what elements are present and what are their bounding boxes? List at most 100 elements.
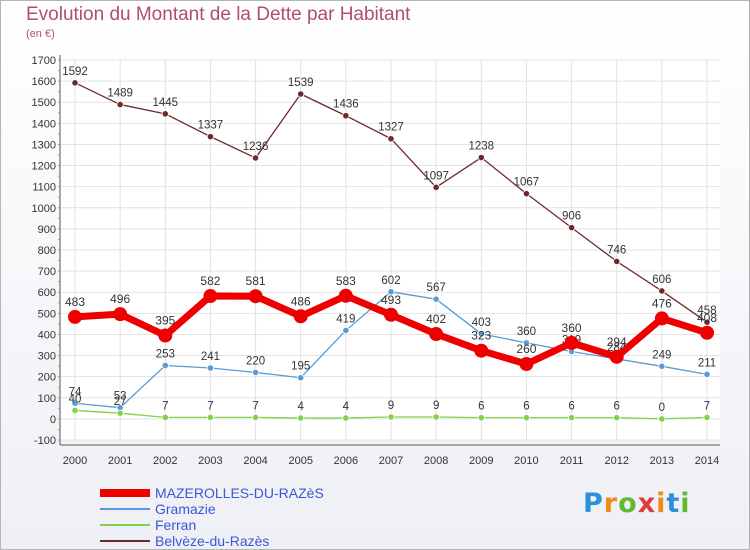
y-tick-label: 900 [38, 224, 56, 236]
data-label: 402 [426, 312, 446, 326]
data-label: 581 [246, 274, 266, 288]
data-label: 211 [698, 357, 716, 369]
data-point [342, 414, 350, 422]
data-point [613, 414, 621, 422]
data-label: 395 [155, 314, 175, 328]
data-point [432, 183, 440, 191]
data-label: 1236 [243, 141, 269, 153]
data-label: 323 [471, 329, 491, 343]
data-label: 6 [568, 401, 574, 413]
data-point [522, 190, 531, 198]
data-label: 27 [114, 396, 127, 408]
data-point [613, 257, 621, 265]
data-label: 1067 [514, 177, 540, 189]
legend-label: Gramazie [155, 501, 216, 517]
data-label: 260 [516, 342, 536, 356]
data-label: 1238 [468, 141, 494, 153]
x-tick-label: 2007 [379, 455, 403, 467]
x-tick-label: 2004 [243, 455, 267, 467]
series-0: 483 496 395 582 581 486 583 493 402 323 260 360 294 4… [65, 274, 717, 371]
series-2: 40 27 7 7 7 4 4 9 9 6 6 6 6 0 7 [69, 393, 711, 423]
data-label: 746 [607, 244, 626, 256]
legend-label: Ferran [155, 517, 197, 533]
data-label: 1445 [152, 97, 178, 109]
data-point [161, 413, 169, 422]
chart-title: Evolution du Montant de la Dette par Hab… [26, 4, 411, 25]
data-point [387, 413, 395, 421]
x-tick-label: 2001 [108, 455, 132, 467]
data-point [297, 414, 305, 422]
data-point [342, 112, 350, 120]
x-tick-label: 2000 [63, 455, 87, 467]
y-tick-label: 1700 [32, 55, 56, 67]
data-point [293, 309, 308, 324]
data-point [387, 288, 395, 296]
x-tick-label: 2012 [604, 455, 628, 467]
data-point [432, 413, 440, 421]
data-point [567, 414, 576, 422]
data-label: 606 [652, 274, 671, 286]
data-label: 253 [156, 348, 175, 360]
data-label: 583 [336, 274, 356, 288]
data-point [342, 326, 350, 335]
data-label: 360 [517, 326, 536, 338]
y-tick-label: 200 [38, 372, 56, 384]
x-tick-label: 2002 [153, 455, 177, 467]
y-tick-label: 400 [38, 329, 56, 341]
y-tick-label: 1400 [32, 118, 56, 130]
data-label: 567 [427, 282, 446, 294]
x-tick-label: 2014 [695, 455, 719, 467]
legend-label: MAZEROLLES-DU-RAZèS [155, 485, 324, 501]
y-tick-label: 800 [38, 245, 56, 257]
legend-label: Belvèze-du-Razès [155, 533, 270, 549]
data-point [161, 110, 169, 118]
data-label: 241 [201, 351, 220, 363]
x-tick-label: 2010 [514, 455, 538, 467]
data-label: 486 [291, 294, 311, 308]
data-label: 1327 [378, 122, 404, 134]
data-point [700, 325, 714, 340]
data-label: 6 [614, 401, 620, 413]
y-tick-label: 1000 [32, 203, 56, 215]
x-tick-label: 2013 [650, 455, 674, 467]
data-point [522, 414, 531, 422]
data-label: 906 [562, 211, 581, 223]
data-label: 360 [562, 321, 582, 335]
data-point [206, 133, 215, 141]
data-point [477, 153, 485, 162]
series-3: 1592 1489 1445 1337 1236 1539 1436 1327 1097 1238… [62, 66, 717, 326]
data-point [68, 309, 82, 324]
series-1: 7453253241220195419602567403360319284249… [69, 275, 716, 412]
data-label: 7 [704, 400, 710, 412]
chart-subtitle: (en €) [26, 28, 55, 40]
data-point [161, 361, 169, 370]
y-tick-label: 100 [38, 393, 56, 405]
data-label: 74 [69, 386, 82, 398]
data-point [338, 288, 353, 303]
data-point [658, 362, 666, 370]
data-point [703, 370, 711, 378]
legend-swatch [100, 540, 150, 542]
data-point [71, 406, 79, 415]
data-point [158, 328, 173, 343]
data-point [71, 399, 79, 407]
data-label: 1436 [333, 99, 359, 111]
data-point [519, 357, 534, 371]
data-point [654, 311, 669, 326]
data-label: 408 [697, 311, 717, 325]
data-label: 496 [110, 292, 130, 306]
y-tick-label: 1200 [32, 161, 56, 173]
legend-swatch [100, 524, 150, 526]
data-label: 294 [607, 335, 627, 349]
data-label: 6 [523, 401, 529, 413]
data-point [248, 289, 263, 304]
legend-swatch [100, 489, 150, 497]
data-label: 458 [697, 305, 716, 317]
data-point [567, 224, 576, 232]
data-point [703, 318, 711, 326]
y-tick-label: 1500 [32, 97, 56, 109]
data-point [658, 287, 666, 295]
x-tick-label: 2008 [424, 455, 448, 467]
data-point [116, 100, 124, 109]
legend-swatch [100, 508, 150, 510]
